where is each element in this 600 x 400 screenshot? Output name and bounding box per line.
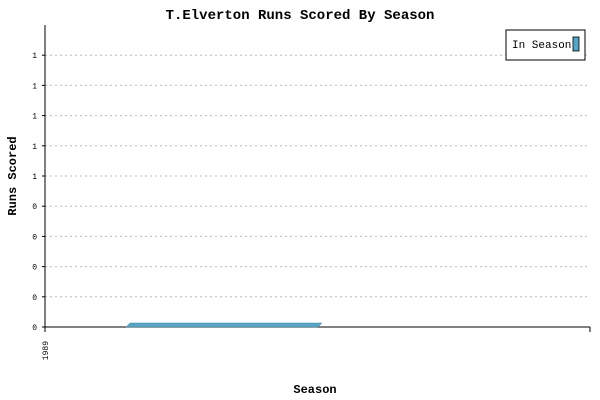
y-tick-label: 0 [32,294,37,303]
legend-box [505,29,586,61]
x-axis-title: Season [293,383,336,397]
legend-swatch [572,36,580,52]
y-tick-label: 1 [32,143,37,152]
y-tick-label: 0 [32,233,37,242]
y-tick-label: 1 [32,173,37,182]
chart-title: T.Elverton Runs Scored By Season [166,8,435,24]
bar [125,322,323,328]
y-tick-label: 1 [32,52,37,61]
y-tick-label: 0 [32,203,37,212]
legend: In Season [505,29,586,61]
y-axis-title: Runs Scored [6,136,20,215]
y-tick-label: 1 [32,82,37,91]
y-tick-label: 1 [32,113,37,122]
x-tick-label: 1989 [42,341,51,360]
y-tick-label: 0 [32,264,37,273]
y-tick-label: 0 [32,324,37,333]
legend-label: In Season [512,40,571,52]
